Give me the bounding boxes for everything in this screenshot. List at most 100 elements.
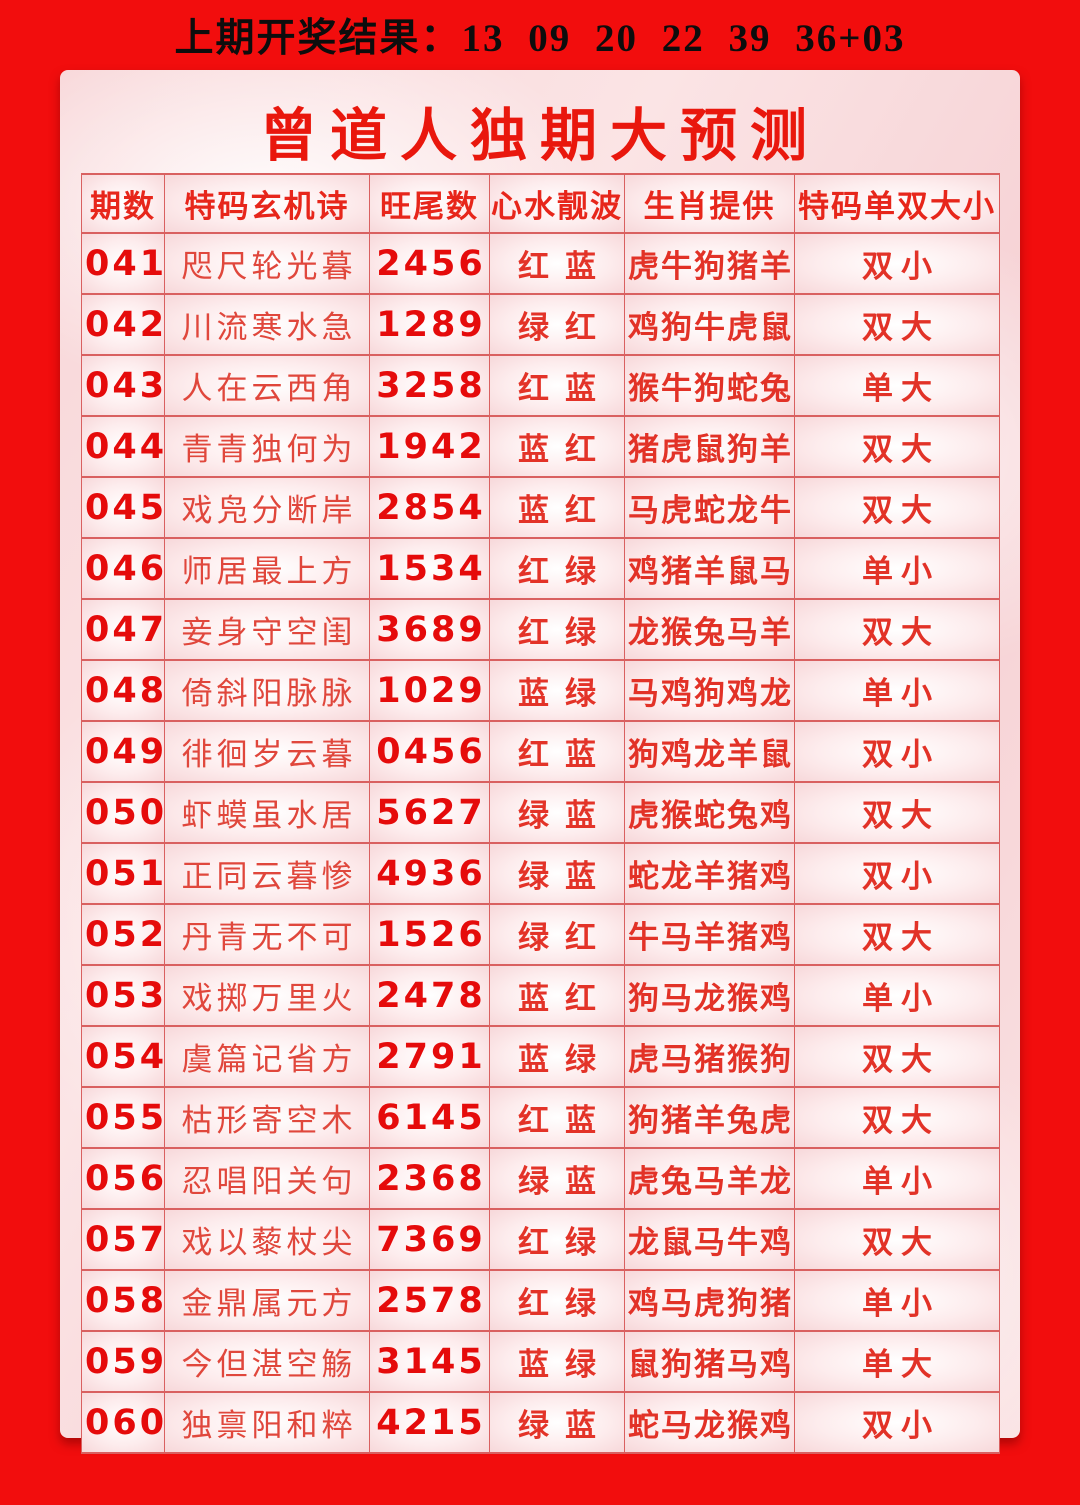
tail-numbers-cell: 3258 <box>369 354 490 417</box>
period-cell: 052 <box>81 903 165 966</box>
zodiac-cell: 虎猴蛇兔鸡 <box>624 781 795 844</box>
tail-numbers-cell: 1534 <box>369 537 490 600</box>
wave-colors-cell: 绿红 <box>489 293 625 356</box>
zodiac-cell: 马鸡狗鸡龙 <box>624 659 795 722</box>
period-cell: 041 <box>81 232 165 295</box>
table-row: 059 今但湛空觞 3145 蓝绿 鼠狗猪马鸡 单大 <box>81 1330 1000 1393</box>
poem-cell: 正同云暮惨 <box>164 842 370 905</box>
table-row: 051 正同云暮惨 4936 绿蓝 蛇龙羊猪鸡 双小 <box>81 842 1000 905</box>
wave-colors-cell: 红绿 <box>489 1208 625 1271</box>
period-cell: 051 <box>81 842 165 905</box>
wave-colors-cell: 红蓝 <box>489 232 625 295</box>
zodiac-cell: 虎马猪猴狗 <box>624 1025 795 1088</box>
header-wave-colors: 心水靓波 <box>489 173 625 234</box>
tail-numbers-cell: 2578 <box>369 1269 490 1332</box>
tail-numbers-cell: 1526 <box>369 903 490 966</box>
odd-even-size-cell: 双大 <box>794 903 1000 966</box>
header-odd-even-size: 特码单双大小 <box>794 173 1000 234</box>
zodiac-cell: 鸡猪羊鼠马 <box>624 537 795 600</box>
tail-numbers-cell: 3145 <box>369 1330 490 1393</box>
wave-colors-cell: 红蓝 <box>489 720 625 783</box>
odd-even-size-cell: 双大 <box>794 781 1000 844</box>
wave-colors-cell: 绿蓝 <box>489 1147 625 1210</box>
wave-colors-cell: 绿蓝 <box>489 842 625 905</box>
prediction-panel: 曾道人独期大预测 期数 特码玄机诗 旺尾数 心水靓波 生肖提供 特码单双大小 0… <box>60 70 1020 1454</box>
period-cell: 043 <box>81 354 165 417</box>
poem-cell: 虞篇记省方 <box>164 1025 370 1088</box>
prediction-table: 期数 特码玄机诗 旺尾数 心水靓波 生肖提供 特码单双大小 041 咫尺轮光暮 … <box>81 173 1000 1454</box>
period-cell: 058 <box>81 1269 165 1332</box>
zodiac-cell: 蛇龙羊猪鸡 <box>624 842 795 905</box>
wave-colors-cell: 蓝红 <box>489 415 625 478</box>
wave-colors-cell: 绿蓝 <box>489 1391 625 1454</box>
odd-even-size-cell: 双小 <box>794 720 1000 783</box>
table-body: 041 咫尺轮光暮 2456 红蓝 虎牛狗猪羊 双小 042 川流寒水急 128… <box>81 232 1000 1454</box>
table-row: 047 妾身守空闺 3689 红绿 龙猴兔马羊 双大 <box>81 598 1000 661</box>
header-period: 期数 <box>81 173 165 234</box>
tail-numbers-cell: 2854 <box>369 476 490 539</box>
table-row: 052 丹青无不可 1526 绿红 牛马羊猪鸡 双大 <box>81 903 1000 966</box>
last-draw-text: 上期开奖结果：13 09 20 22 39 36+03 <box>174 17 906 60</box>
period-cell: 047 <box>81 598 165 661</box>
odd-even-size-cell: 单小 <box>794 1147 1000 1210</box>
tail-numbers-cell: 1029 <box>369 659 490 722</box>
period-cell: 053 <box>81 964 165 1027</box>
zodiac-cell: 龙猴兔马羊 <box>624 598 795 661</box>
poem-cell: 川流寒水急 <box>164 293 370 356</box>
period-cell: 048 <box>81 659 165 722</box>
tail-numbers-cell: 4936 <box>369 842 490 905</box>
zodiac-cell: 狗鸡龙羊鼠 <box>624 720 795 783</box>
odd-even-size-cell: 双小 <box>794 232 1000 295</box>
odd-even-size-cell: 单小 <box>794 659 1000 722</box>
poem-cell: 戏以藜杖尖 <box>164 1208 370 1271</box>
zodiac-cell: 龙鼠马牛鸡 <box>624 1208 795 1271</box>
table-row: 060 独禀阳和粹 4215 绿蓝 蛇马龙猴鸡 双小 <box>81 1391 1000 1454</box>
period-cell: 046 <box>81 537 165 600</box>
wave-colors-cell: 蓝红 <box>489 476 625 539</box>
odd-even-size-cell: 单小 <box>794 537 1000 600</box>
tail-numbers-cell: 4215 <box>369 1391 490 1454</box>
odd-even-size-cell: 单大 <box>794 354 1000 417</box>
odd-even-size-cell: 双大 <box>794 293 1000 356</box>
tail-numbers-cell: 1289 <box>369 293 490 356</box>
header-zodiac: 生肖提供 <box>624 173 795 234</box>
table-header-row: 期数 特码玄机诗 旺尾数 心水靓波 生肖提供 特码单双大小 <box>81 173 1000 234</box>
table-row: 053 戏掷万里火 2478 蓝红 狗马龙猴鸡 单小 <box>81 964 1000 1027</box>
poem-cell: 妾身守空闺 <box>164 598 370 661</box>
odd-even-size-cell: 双大 <box>794 476 1000 539</box>
poem-cell: 虾蟆虽水居 <box>164 781 370 844</box>
odd-even-size-cell: 双大 <box>794 1208 1000 1271</box>
table-row: 048 倚斜阳脉脉 1029 蓝绿 马鸡狗鸡龙 单小 <box>81 659 1000 722</box>
tail-numbers-cell: 2456 <box>369 232 490 295</box>
table-row: 044 青青独何为 1942 蓝红 猪虎鼠狗羊 双大 <box>81 415 1000 478</box>
zodiac-cell: 鸡马虎狗猪 <box>624 1269 795 1332</box>
period-cell: 055 <box>81 1086 165 1149</box>
poem-cell: 师居最上方 <box>164 537 370 600</box>
table-row: 055 枯形寄空木 6145 红蓝 狗猪羊兔虎 双大 <box>81 1086 1000 1149</box>
wave-colors-cell: 蓝绿 <box>489 1330 625 1393</box>
zodiac-cell: 牛马羊猪鸡 <box>624 903 795 966</box>
period-cell: 045 <box>81 476 165 539</box>
period-cell: 060 <box>81 1391 165 1454</box>
period-cell: 054 <box>81 1025 165 1088</box>
table-row: 058 金鼎属元方 2578 红绿 鸡马虎狗猪 单小 <box>81 1269 1000 1332</box>
table-row: 049 徘徊岁云暮 0456 红蓝 狗鸡龙羊鼠 双小 <box>81 720 1000 783</box>
period-cell: 056 <box>81 1147 165 1210</box>
zodiac-cell: 蛇马龙猴鸡 <box>624 1391 795 1454</box>
table-row: 054 虞篇记省方 2791 蓝绿 虎马猪猴狗 双大 <box>81 1025 1000 1088</box>
period-cell: 050 <box>81 781 165 844</box>
wave-colors-cell: 红绿 <box>489 1269 625 1332</box>
zodiac-cell: 虎牛狗猪羊 <box>624 232 795 295</box>
zodiac-cell: 狗马龙猴鸡 <box>624 964 795 1027</box>
odd-even-size-cell: 单小 <box>794 1269 1000 1332</box>
table-row: 050 虾蟆虽水居 5627 绿蓝 虎猴蛇兔鸡 双大 <box>81 781 1000 844</box>
tail-numbers-cell: 3689 <box>369 598 490 661</box>
odd-even-size-cell: 单小 <box>794 964 1000 1027</box>
poem-cell: 人在云西角 <box>164 354 370 417</box>
zodiac-cell: 鸡狗牛虎鼠 <box>624 293 795 356</box>
tail-numbers-cell: 5627 <box>369 781 490 844</box>
poem-cell: 倚斜阳脉脉 <box>164 659 370 722</box>
wave-colors-cell: 蓝红 <box>489 964 625 1027</box>
odd-even-size-cell: 双大 <box>794 1025 1000 1088</box>
tail-numbers-cell: 6145 <box>369 1086 490 1149</box>
